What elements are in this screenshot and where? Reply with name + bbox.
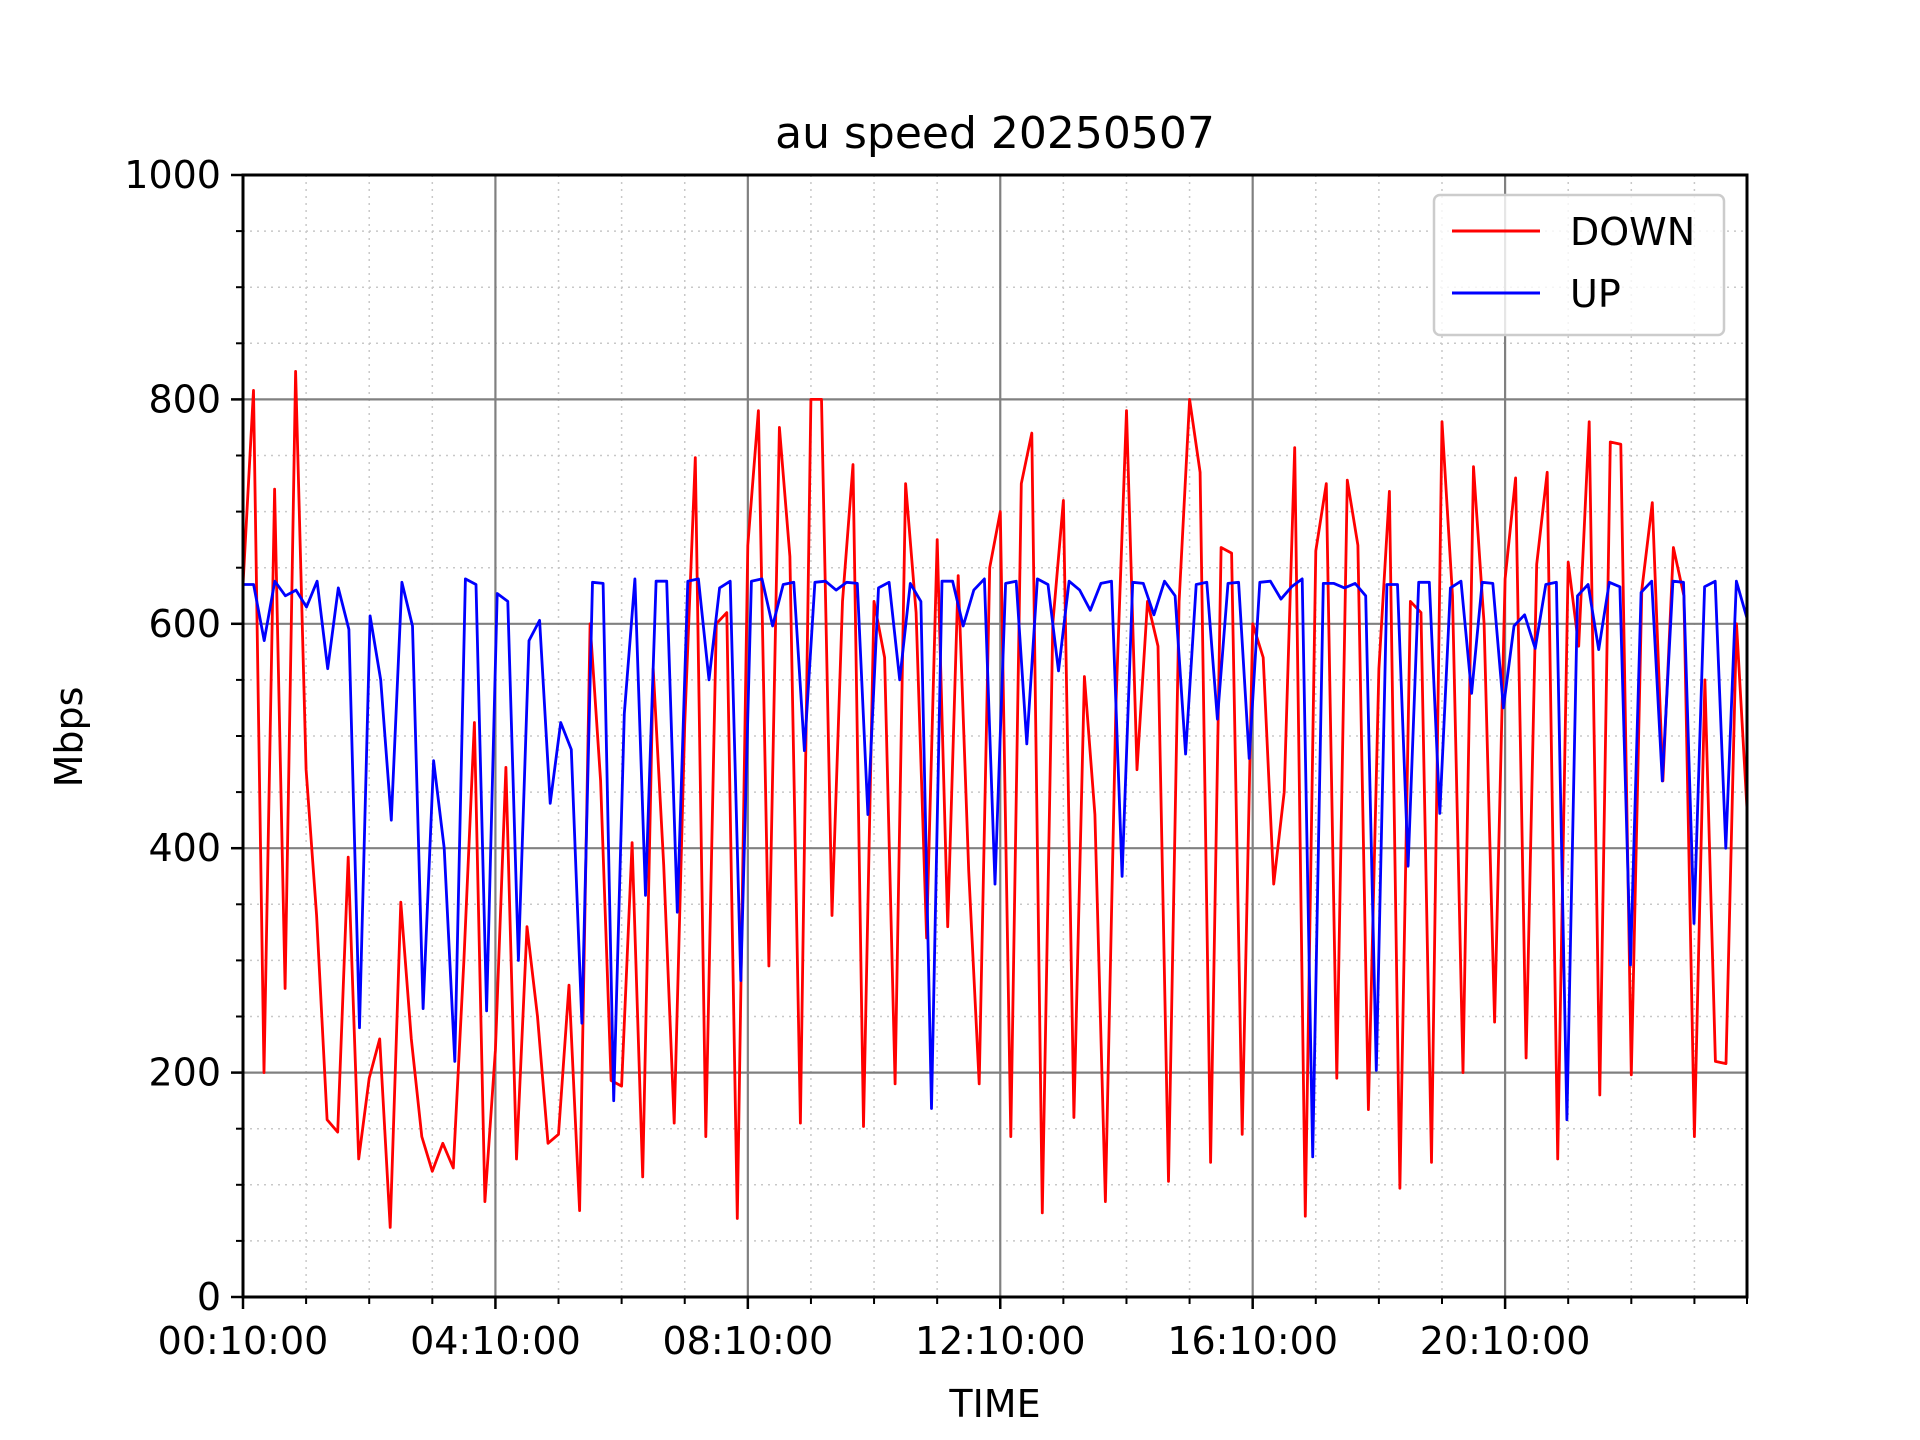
x-tick-label: 00:10:00 bbox=[158, 1319, 329, 1363]
series-line-up bbox=[243, 577, 1749, 1159]
legend-label-up: UP bbox=[1570, 272, 1621, 316]
legend-label-down: DOWN bbox=[1570, 210, 1695, 254]
chart-title: au speed 20250507 bbox=[775, 108, 1215, 159]
x-tick-label: 04:10:00 bbox=[410, 1319, 581, 1363]
y-tick-label: 600 bbox=[148, 602, 221, 646]
series-line-down bbox=[241, 369, 1749, 1229]
x-tick-label: 20:10:00 bbox=[1420, 1319, 1591, 1363]
y-axis-label: Mbps bbox=[47, 687, 91, 788]
legend: DOWN UP bbox=[1432, 193, 1726, 337]
x-tick-label: 12:10:00 bbox=[915, 1319, 1086, 1363]
y-tick-label: 400 bbox=[148, 826, 221, 870]
tick-labels: 00:10:00 04:10:00 08:10:00 12:10:00 16:10:00… bbox=[124, 153, 1590, 1363]
y-tick-label: 200 bbox=[148, 1051, 221, 1095]
series-layer bbox=[241, 369, 1749, 1229]
ticks bbox=[231, 173, 1748, 1309]
x-tick-label: 08:10:00 bbox=[663, 1319, 834, 1363]
y-tick-label: 800 bbox=[148, 377, 221, 421]
y-tick-label: 1000 bbox=[124, 153, 221, 197]
y-tick-label: 0 bbox=[197, 1275, 221, 1319]
x-axis-label: TIME bbox=[948, 1382, 1040, 1426]
x-tick-label: 16:10:00 bbox=[1167, 1319, 1338, 1363]
